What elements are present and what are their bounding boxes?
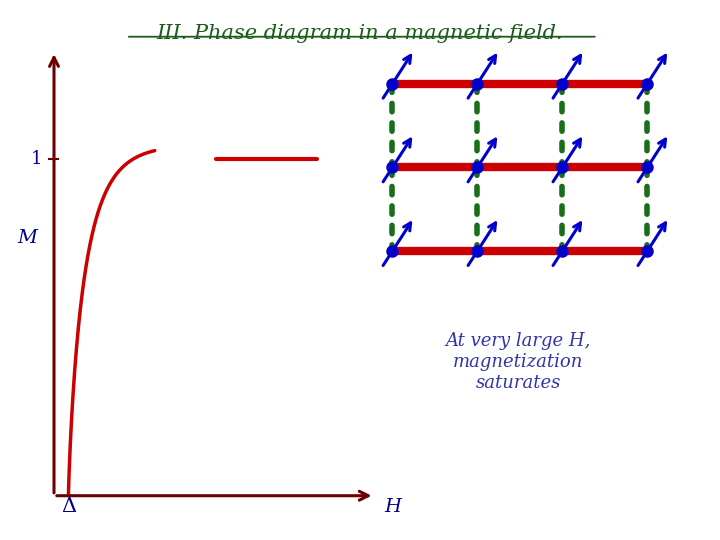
Text: H: H xyxy=(384,497,401,516)
Text: M: M xyxy=(17,228,37,247)
Text: 1: 1 xyxy=(30,150,42,168)
Text: At very large H,
magnetization
saturates: At very large H, magnetization saturates xyxy=(446,332,591,392)
Text: III. Phase diagram in a magnetic field.: III. Phase diagram in a magnetic field. xyxy=(157,24,563,43)
Text: Δ: Δ xyxy=(60,497,76,516)
